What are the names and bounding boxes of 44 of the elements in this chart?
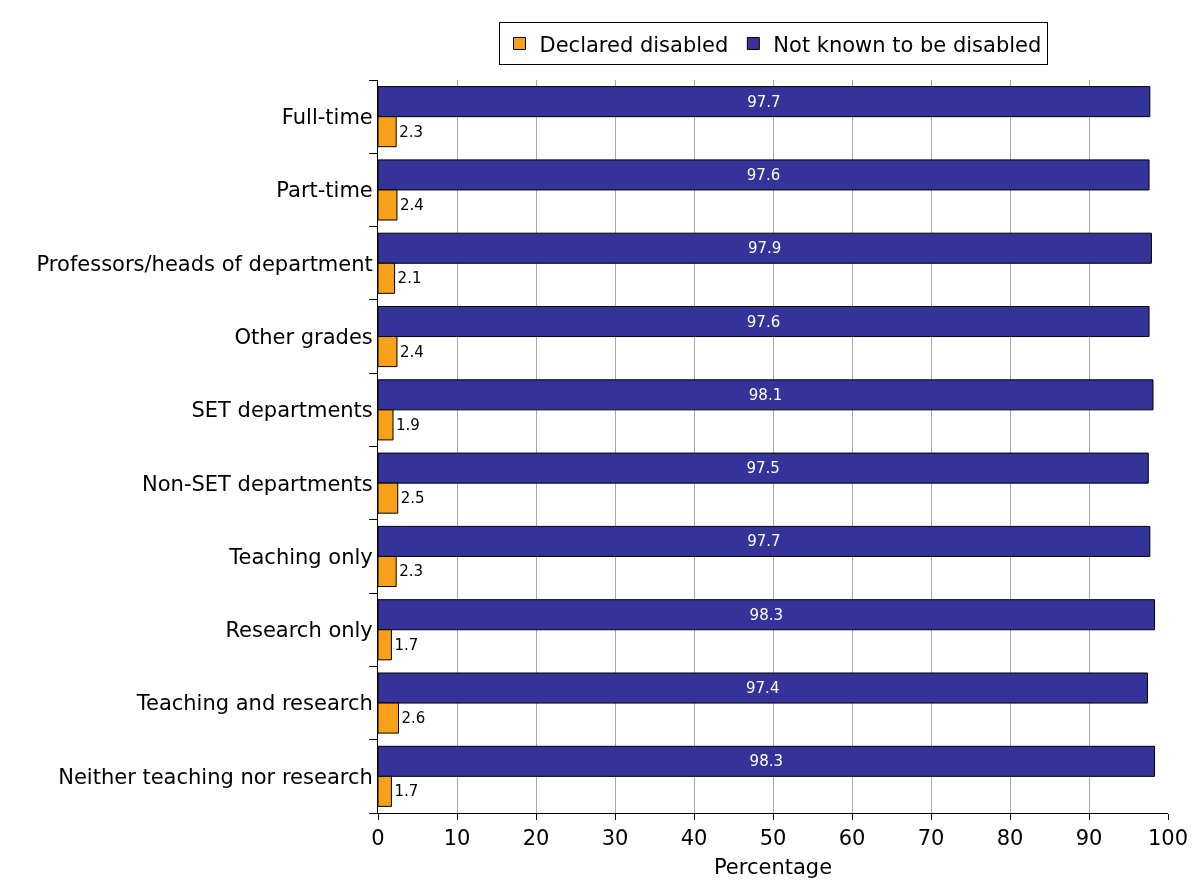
x-tick-label: 30 [601,826,629,851]
x-tick-label: 40 [680,826,708,851]
x-tick-label: 100 [1147,826,1189,851]
x-tick-label: 60 [838,826,866,851]
y-tick-label: Teaching and research [135,691,373,716]
data-label: 2.1 [397,269,422,288]
data-label: 98.1 [748,385,783,404]
data-label: 1.7 [394,635,419,654]
data-label: 2.3 [399,122,424,141]
y-tick-label: Teaching only [228,544,373,569]
data-label: 1.9 [396,415,420,434]
data-label: 97.5 [746,459,780,478]
data-label: 1.7 [394,782,419,801]
y-tick-label: Research only [225,618,373,643]
x-tick-label: 0 [371,826,385,851]
y-tick-label: SET departments [191,398,373,423]
data-label: 97.7 [747,92,781,111]
legend-label: Declared disabled [539,32,729,57]
x-tick-label: 50 [759,826,787,851]
x-tick-label: 90 [1075,826,1103,851]
x-axis-title: Percentage [713,855,833,880]
data-label: 2.4 [399,195,424,214]
legend-label: Not known to be disabled [773,32,1042,57]
x-tick-label: 20 [522,826,550,851]
data-label: 2.3 [399,562,424,581]
data-label: 2.6 [401,709,426,728]
y-tick-label: Non-SET departments [142,471,373,496]
data-label: 97.7 [747,532,781,551]
y-tick-label: Neither teaching nor research [58,764,373,789]
data-label: 98.3 [749,605,783,624]
x-tick-label: 10 [443,826,471,851]
y-tick-label: Other grades [234,324,373,349]
y-tick-label: Professors/heads of department [36,251,373,276]
data-label: 97.4 [746,679,780,698]
x-tick-label: 70 [917,826,945,851]
data-label: 97.6 [746,165,781,184]
data-label: 2.5 [400,489,425,508]
data-label: 97.9 [748,239,782,258]
data-label: 2.4 [399,342,424,361]
data-label: 98.3 [749,752,783,771]
x-tick-label: 80 [996,826,1024,851]
data-label: 97.6 [746,312,781,331]
y-tick-label: Full-time [281,105,373,129]
y-tick-label: Part-time [276,178,373,203]
